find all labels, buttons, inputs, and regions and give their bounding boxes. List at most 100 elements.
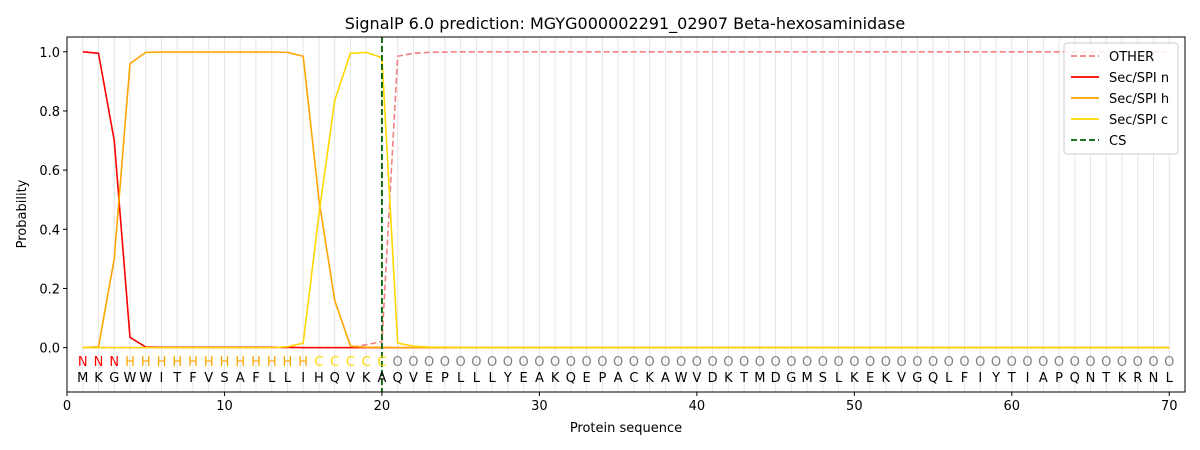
residue-label: T (1101, 371, 1110, 386)
residue-label: K (645, 371, 654, 386)
region-label: C (377, 355, 386, 370)
region-label: C (314, 355, 323, 370)
sequence-track: NMNKNGHWHWHIHTHFHVHSHAHFHLHLHICHCQCVCKCA… (77, 355, 1174, 386)
region-label: O (487, 355, 497, 370)
region-label: H (204, 355, 214, 370)
residue-label: K (94, 371, 103, 386)
residue-label: I (1026, 371, 1030, 386)
legend-label: Sec/SPI c (1109, 113, 1168, 128)
residue-label: L (489, 371, 497, 386)
residue-label: Q (928, 371, 938, 386)
region-label: O (707, 355, 717, 370)
region-label: O (739, 355, 749, 370)
residue-label: W (124, 371, 137, 386)
region-label: N (94, 355, 104, 370)
region-label: O (424, 355, 434, 370)
residue-label: Q (566, 371, 576, 386)
region-label: O (786, 355, 796, 370)
region-label: H (125, 355, 135, 370)
region-label: O (660, 355, 670, 370)
region-label: O (534, 355, 544, 370)
region-label: O (818, 355, 828, 370)
series-line-other (82, 50, 1170, 349)
region-label: H (283, 355, 293, 370)
region-label: O (1054, 355, 1064, 370)
x-tick-label: 10 (216, 399, 233, 414)
residue-label: G (912, 371, 922, 386)
region-label: O (519, 355, 529, 370)
residue-label: Q (330, 371, 340, 386)
region-label: O (912, 355, 922, 370)
region-label: O (1133, 355, 1143, 370)
residue-label: E (583, 371, 591, 386)
residue-label: I (978, 371, 982, 386)
region-label: O (550, 355, 560, 370)
region-label: O (723, 355, 733, 370)
x-tick-label: 40 (689, 399, 706, 414)
region-label: O (975, 355, 985, 370)
series-line-sec-spi-c (82, 51, 1170, 349)
residue-label: A (661, 371, 670, 386)
residue-label: K (551, 371, 560, 386)
residue-label: A (377, 371, 386, 386)
region-label: H (267, 355, 277, 370)
residue-label: P (1055, 371, 1063, 386)
region-label: O (755, 355, 765, 370)
region-label: C (330, 355, 339, 370)
region-label: O (629, 355, 639, 370)
residue-label: Y (991, 371, 1000, 386)
y-axis-label: Probability (15, 179, 30, 248)
residue-label: Y (503, 371, 512, 386)
legend-box (1063, 42, 1179, 155)
residue-label: R (1133, 371, 1142, 386)
residue-label: K (850, 371, 859, 386)
region-label: H (172, 355, 182, 370)
region-label: O (1070, 355, 1080, 370)
residue-label: E (425, 371, 433, 386)
region-label: O (566, 355, 576, 370)
x-tick-label: 50 (846, 399, 863, 414)
residue-label: M (77, 371, 88, 386)
region-label: H (235, 355, 245, 370)
x-axis-label: Protein sequence (570, 421, 682, 436)
axis-ticks: 0 10 20 30 40 50 60 70 0.0 0.2 0.4 0.6 0.8 1.0 (39, 46, 1177, 414)
x-tick-label: 0 (63, 399, 71, 414)
residue-label: H (314, 371, 324, 386)
series-lines (82, 37, 1170, 392)
plot-frame (66, 36, 1186, 393)
legend-label: Sec/SPI h (1109, 92, 1169, 107)
residue-label: A (535, 371, 544, 386)
region-label: O (1007, 355, 1017, 370)
residue-label: C (629, 371, 638, 386)
residue-label: F (189, 371, 196, 386)
residue-label: F (961, 371, 968, 386)
region-label: O (959, 355, 969, 370)
series-line-sec-spi-h (82, 51, 1170, 349)
residue-label: M (754, 371, 765, 386)
residue-label: S (220, 371, 228, 386)
region-label: O (503, 355, 513, 370)
x-tick-label: 60 (1004, 399, 1021, 414)
y-tick-label: 0.2 (39, 282, 60, 297)
region-label: O (613, 355, 623, 370)
region-label: O (881, 355, 891, 370)
residue-label: E (520, 371, 528, 386)
x-tick-label: 20 (374, 399, 391, 414)
region-label: O (833, 355, 843, 370)
region-label: O (408, 355, 418, 370)
residue-label: L (835, 371, 843, 386)
residue-label: K (724, 371, 733, 386)
region-label: O (1038, 355, 1048, 370)
region-label: O (440, 355, 450, 370)
residue-label: A (236, 371, 245, 386)
region-label: H (157, 355, 167, 370)
region-label: C (346, 355, 355, 370)
region-label: O (1022, 355, 1032, 370)
residue-label: T (172, 371, 181, 386)
residue-label: L (1166, 371, 1174, 386)
residue-label: G (786, 371, 796, 386)
residue-label: E (866, 371, 874, 386)
residue-label: K (882, 371, 891, 386)
region-label: O (692, 355, 702, 370)
